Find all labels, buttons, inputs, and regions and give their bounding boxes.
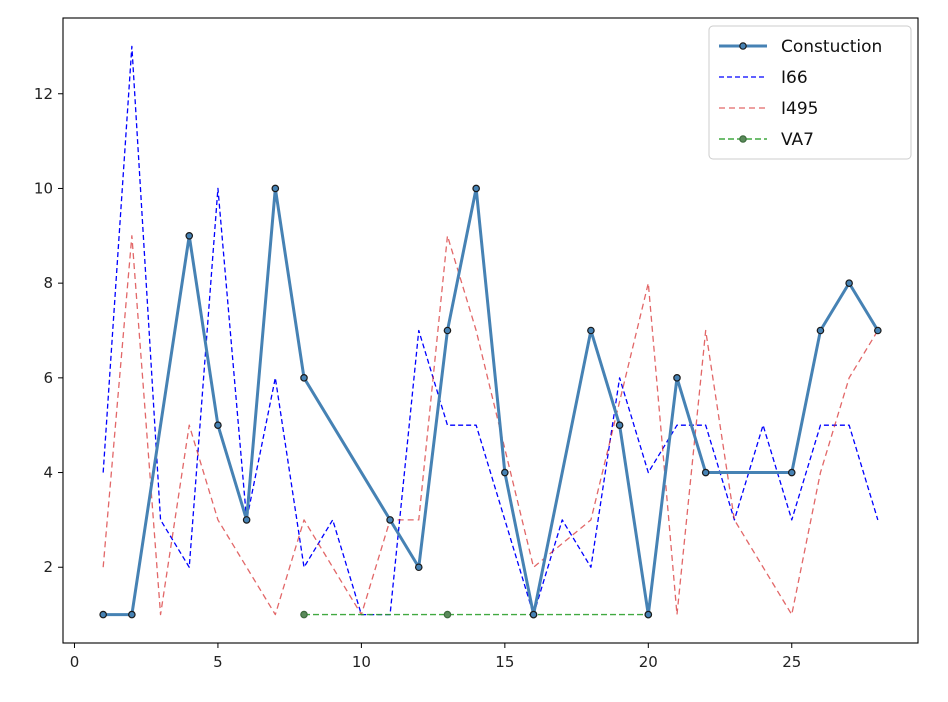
data-point — [615, 421, 624, 429]
legend-label: I495 — [781, 99, 818, 119]
data-point — [443, 610, 452, 619]
data-point — [673, 374, 681, 382]
data-point — [644, 610, 653, 619]
series-line — [102, 45, 879, 616]
series-i66 — [102, 45, 879, 616]
data-point — [816, 326, 825, 335]
data-point — [300, 374, 308, 382]
data-point — [472, 184, 480, 193]
data-point — [529, 610, 538, 619]
data-point — [501, 468, 509, 477]
data-point — [128, 610, 136, 619]
tick-layer: 0 5 10 15 20 25 2 4 6 8 10 12 — [34, 85, 801, 671]
legend: Constuction I66 I495 VA7 — [708, 25, 912, 160]
legend-marker — [739, 42, 747, 50]
data-point — [787, 468, 796, 477]
legend-box — [708, 25, 912, 160]
data-point — [874, 326, 882, 335]
data-point — [414, 563, 423, 572]
data-point — [701, 468, 710, 477]
data-point — [185, 232, 194, 240]
x-tick-label: 25 — [782, 653, 801, 671]
data-point — [242, 516, 251, 524]
x-tick-label: 5 — [213, 653, 223, 671]
data-point — [587, 326, 595, 335]
y-tick-label: 6 — [43, 369, 53, 387]
x-tick-label: 0 — [70, 653, 80, 671]
y-tick-label: 8 — [43, 274, 53, 292]
data-point — [214, 421, 222, 429]
legend-marker — [739, 135, 747, 143]
series-line — [103, 186, 880, 617]
series-i495 — [102, 235, 879, 616]
data-point — [386, 516, 394, 524]
x-tick-label: 10 — [352, 653, 371, 671]
series-layer — [99, 45, 882, 619]
data-point — [99, 610, 107, 619]
series-line — [102, 235, 879, 616]
y-tick-label: 12 — [34, 85, 53, 103]
data-point — [300, 610, 308, 619]
y-tick-label: 4 — [43, 464, 53, 482]
x-tick-label: 20 — [639, 653, 658, 671]
data-point — [271, 184, 280, 193]
series-constuction — [99, 184, 882, 619]
x-tick-label: 15 — [495, 653, 514, 671]
y-tick-label: 10 — [34, 179, 53, 197]
data-point — [845, 279, 853, 287]
y-tick-label: 2 — [43, 558, 53, 576]
legend-label: VA7 — [781, 130, 814, 150]
legend-label: Constuction — [781, 37, 882, 57]
data-point — [443, 326, 452, 335]
legend-label: I66 — [781, 68, 808, 88]
